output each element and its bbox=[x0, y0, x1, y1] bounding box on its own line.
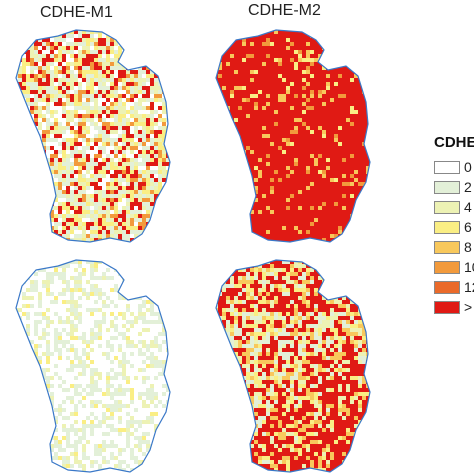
legend-label: 2 bbox=[464, 179, 472, 195]
map-top-left bbox=[15, 29, 171, 243]
legend-item: 4 bbox=[434, 198, 474, 218]
legend-label: > bbox=[464, 299, 473, 315]
map-bottom-right bbox=[215, 259, 371, 473]
legend-swatch bbox=[434, 261, 460, 274]
legend-swatch bbox=[434, 201, 460, 214]
legend-label: 8 bbox=[464, 239, 472, 255]
legend-label: 4 bbox=[464, 199, 472, 215]
legend-label: 6 bbox=[464, 219, 472, 235]
legend-swatch bbox=[434, 241, 460, 254]
map-bottom-left bbox=[15, 259, 171, 473]
legend-label: 12 bbox=[464, 279, 474, 295]
raster-cells bbox=[16, 30, 170, 242]
raster-cells bbox=[216, 30, 370, 242]
legend-item: 0 bbox=[434, 158, 474, 178]
legend: CDHE 0 2 4 6 8 10 12 > bbox=[434, 134, 474, 324]
legend-item: > bbox=[434, 298, 474, 318]
legend-item: 2 bbox=[434, 178, 474, 198]
column-title-m2: CDHE-M2 bbox=[248, 2, 321, 19]
legend-item: 12 bbox=[434, 278, 474, 298]
legend-item: 6 bbox=[434, 218, 474, 238]
legend-item: 10 bbox=[434, 258, 474, 278]
legend-item: 8 bbox=[434, 238, 474, 258]
map-top-right bbox=[215, 29, 371, 243]
legend-label: 0 bbox=[464, 159, 472, 175]
legend-swatch bbox=[434, 221, 460, 234]
legend-swatch bbox=[434, 301, 460, 314]
column-title-m1: CDHE-M1 bbox=[40, 4, 113, 21]
raster-cells bbox=[16, 260, 170, 472]
legend-swatch bbox=[434, 281, 460, 294]
region-boundary bbox=[215, 259, 371, 473]
legend-title: CDHE bbox=[434, 134, 474, 151]
legend-label: 10 bbox=[464, 259, 474, 275]
region-boundary bbox=[15, 29, 171, 243]
raster-cells bbox=[216, 260, 370, 472]
region-boundary bbox=[15, 259, 171, 473]
region-boundary bbox=[215, 29, 371, 243]
legend-swatch bbox=[434, 161, 460, 174]
legend-swatch bbox=[434, 181, 460, 194]
